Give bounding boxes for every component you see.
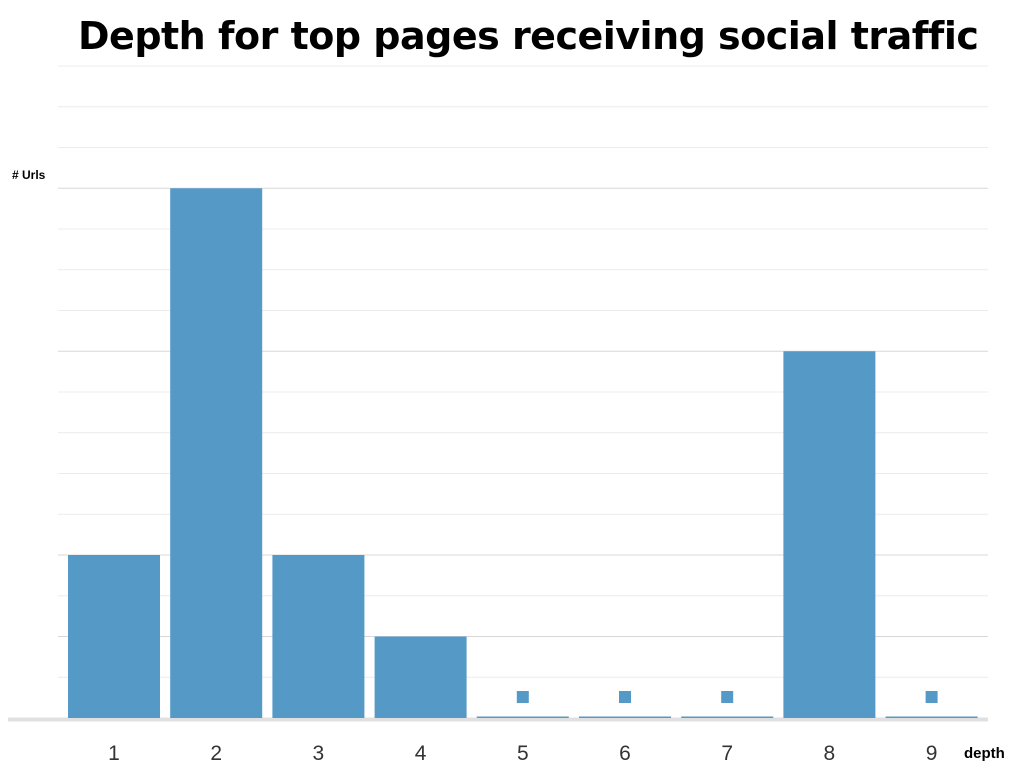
x-tick-label: 2 <box>210 742 222 765</box>
bar <box>374 636 467 718</box>
x-tick-label: 6 <box>619 742 631 765</box>
x-tick-label: 3 <box>313 742 325 765</box>
x-axis-label: depth <box>964 745 1005 762</box>
zero-marker <box>721 691 734 703</box>
x-tick-label: 7 <box>721 742 733 765</box>
chart-title: Depth for top pages receiving social tra… <box>78 14 979 58</box>
bar <box>272 555 365 718</box>
bar <box>170 188 263 718</box>
x-tick-label: 1 <box>108 742 120 765</box>
bar <box>783 351 876 718</box>
bar <box>476 716 569 718</box>
bar <box>681 716 774 718</box>
zero-marker <box>619 691 631 703</box>
y-axis-label: # Urls <box>12 168 46 182</box>
zero-marker <box>925 691 938 703</box>
x-tick-label: 4 <box>415 742 427 765</box>
x-tick-label: 5 <box>517 742 529 765</box>
x-tick-label: 9 <box>926 742 938 765</box>
bar <box>579 716 671 718</box>
zero-marker <box>516 691 529 703</box>
x-tick-label: 8 <box>824 742 836 765</box>
bar <box>885 716 978 718</box>
bar <box>68 555 160 718</box>
